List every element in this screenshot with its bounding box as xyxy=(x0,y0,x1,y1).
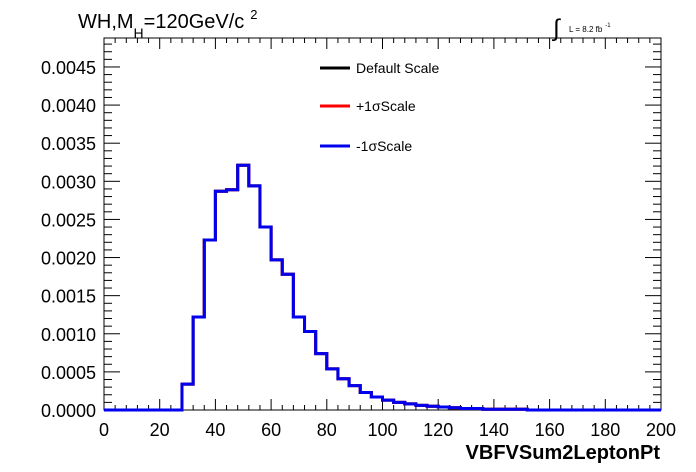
x-tick-label: 100 xyxy=(367,420,397,440)
y-tick-label: 0.0035 xyxy=(41,134,96,154)
y-tick-label: 0.0025 xyxy=(41,210,96,230)
chart-title: WH,MH=120GeV/c 2 xyxy=(78,7,258,41)
x-tick-label: 120 xyxy=(423,420,453,440)
x-tick-label: 180 xyxy=(590,420,620,440)
lumi-superscript: -1 xyxy=(605,23,611,29)
x-tick-label: 0 xyxy=(99,420,109,440)
x-tick-label: 20 xyxy=(150,420,170,440)
y-tick-label: 0.0045 xyxy=(41,58,96,78)
series-minus1sigma-scale xyxy=(104,163,661,412)
x-tick-label: 200 xyxy=(646,420,676,440)
plot-frame xyxy=(103,37,662,411)
histogram-series xyxy=(104,163,661,412)
lumi-label: L = 8.2 fb -1 xyxy=(569,23,611,34)
x-axis-title: VBFVSum2LeptonPt xyxy=(466,442,661,464)
chart-title-subscript: H xyxy=(134,25,144,41)
x-tick-label: 80 xyxy=(317,420,337,440)
y-tick-label: 0.0030 xyxy=(41,172,96,192)
series-default-scale xyxy=(104,163,661,412)
y-tick-label: 0.0005 xyxy=(41,363,96,383)
x-axis-ticks: 0 20 40 60 80 100 120 140 160 180 200 xyxy=(99,38,676,440)
y-tick-label: 0.0015 xyxy=(41,287,96,307)
lumi-integral: ∫ xyxy=(551,15,561,42)
x-tick-label: 140 xyxy=(479,420,509,440)
legend: Default Scale +1σScale -1σScale xyxy=(320,60,439,154)
legend-label-plus1sigma: +1σScale xyxy=(356,98,416,114)
chart-title-prefix: WH,M xyxy=(78,11,134,33)
y-tick-label: 0.0000 xyxy=(41,401,96,421)
legend-label-default: Default Scale xyxy=(356,60,439,76)
lumi-text: L = 8.2 fb xyxy=(569,25,603,34)
y-tick-label: 0.0010 xyxy=(41,325,96,345)
x-tick-label: 160 xyxy=(535,420,565,440)
x-tick-label: 40 xyxy=(205,420,225,440)
series-plus1sigma-scale xyxy=(104,163,661,412)
y-tick-label: 0.0020 xyxy=(41,249,96,269)
y-tick-label: 0.0040 xyxy=(41,96,96,116)
y-axis-ticks: 0.0000 0.0005 0.0010 0.0015 0.0020 0.0025 0.00… xyxy=(41,43,661,421)
legend-label-minus1sigma: -1σScale xyxy=(356,138,412,154)
chart-title-superscript: 2 xyxy=(250,7,257,22)
x-tick-label: 60 xyxy=(261,420,281,440)
chart-title-main: =120GeV/c xyxy=(144,11,245,33)
